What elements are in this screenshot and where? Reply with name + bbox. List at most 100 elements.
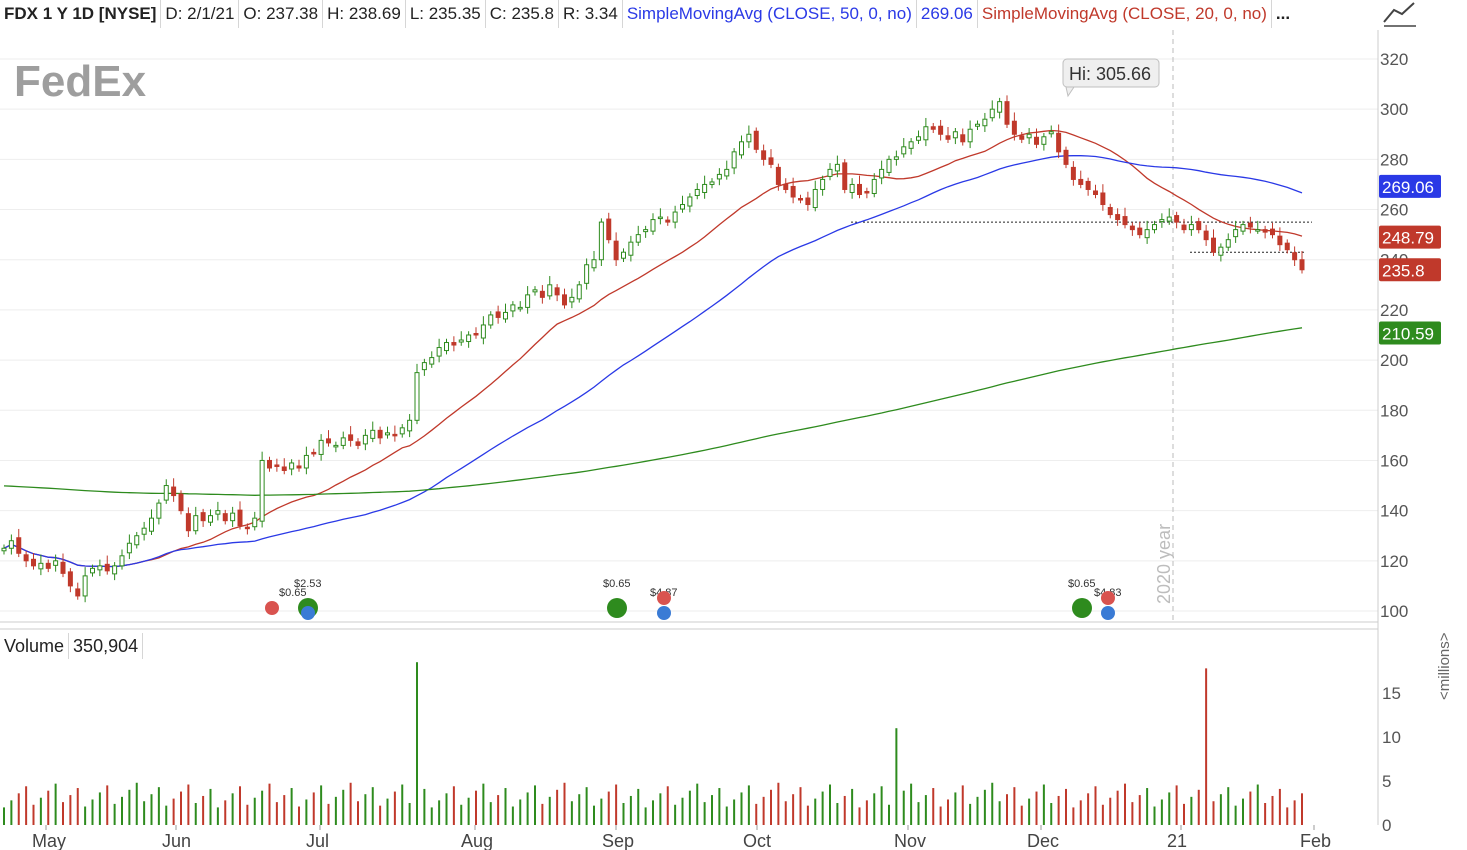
volume-bar xyxy=(1116,790,1119,825)
sma50-label[interactable]: SimpleMovingAvg (CLOSE, 50, 0, no) xyxy=(623,0,917,28)
volume-bar xyxy=(121,796,123,825)
candle-body xyxy=(650,219,656,232)
candle-body xyxy=(635,234,641,243)
volume-bar xyxy=(858,807,861,825)
candle-body xyxy=(1181,224,1187,231)
volume-bar xyxy=(969,803,972,825)
volume-bar xyxy=(932,788,935,825)
sma50-line xyxy=(3,155,1303,568)
candle-body xyxy=(31,558,36,567)
volume-bar xyxy=(895,728,898,825)
volume-bar xyxy=(239,786,241,825)
candle-body xyxy=(687,196,693,207)
candle-body xyxy=(67,571,73,587)
candle-body xyxy=(156,502,162,519)
volume-bar xyxy=(939,806,942,825)
low-readout: L: 235.35 xyxy=(406,0,486,28)
more-button[interactable]: ... xyxy=(1275,4,1291,23)
volume-tick: 15 xyxy=(1382,684,1401,703)
candle-body xyxy=(768,157,774,165)
volume-bar xyxy=(98,792,101,825)
candle-body xyxy=(1122,216,1128,226)
candle-body xyxy=(886,158,892,173)
volume-bar xyxy=(3,807,5,825)
volume-bar xyxy=(718,788,721,825)
candle-body xyxy=(694,188,700,196)
volume-bar xyxy=(917,802,920,825)
volume-bar xyxy=(740,792,743,825)
volume-bar xyxy=(1249,791,1252,825)
candle-body xyxy=(680,204,685,210)
volume-bar xyxy=(1124,783,1126,825)
candle-body xyxy=(1004,101,1010,125)
volume-bar xyxy=(1256,784,1259,825)
volume-bar xyxy=(843,795,846,825)
candle-body xyxy=(569,296,575,303)
candle-body xyxy=(834,163,840,172)
volume-bar xyxy=(1234,805,1237,825)
volume-bar xyxy=(607,791,610,825)
volume-bar xyxy=(62,802,64,825)
volume-bar xyxy=(489,802,492,825)
volume-bar xyxy=(224,800,227,825)
volume-bar xyxy=(438,800,441,825)
candle-body xyxy=(1056,132,1062,153)
volume-bar xyxy=(1153,806,1156,825)
volume-bar xyxy=(342,789,345,825)
volume-bar xyxy=(674,804,677,825)
volume-bar xyxy=(1293,800,1296,825)
volume-bar xyxy=(113,803,116,825)
year-marker: 2020 year xyxy=(1154,524,1174,604)
volume-bar xyxy=(755,803,758,825)
volume-bar xyxy=(408,803,411,825)
symbol-label[interactable]: FDX 1 Y 1D [NYSE] xyxy=(0,0,162,28)
volume-bar xyxy=(283,795,286,825)
candle-body xyxy=(849,183,855,193)
volume-bar xyxy=(504,788,507,825)
candle-body xyxy=(1174,215,1180,223)
candle-body xyxy=(812,188,818,209)
candle-body xyxy=(798,198,803,201)
price-tick: 100 xyxy=(1380,602,1408,621)
studies-icon[interactable] xyxy=(1380,0,1420,28)
candle-body xyxy=(1262,229,1268,233)
candle-body xyxy=(75,588,81,597)
volume-bar xyxy=(1035,791,1038,825)
volume-bar xyxy=(998,801,1001,825)
volume-bar xyxy=(334,796,337,825)
candle-body xyxy=(1,547,7,552)
price-tick: 260 xyxy=(1380,201,1408,220)
sma20-line xyxy=(3,129,1303,568)
candle-body xyxy=(1019,135,1025,140)
volume-bar xyxy=(880,786,883,825)
candle-body xyxy=(1270,228,1275,236)
high-callout: Hi: 305.66 xyxy=(1062,58,1160,98)
candle-body xyxy=(790,185,796,198)
volume-bar xyxy=(1175,785,1178,825)
candle-body xyxy=(1299,259,1305,271)
volume-bar xyxy=(47,790,50,825)
volume-bar xyxy=(327,803,330,825)
candle-body xyxy=(362,434,368,445)
candle-body xyxy=(222,513,228,522)
volume-bar xyxy=(202,795,205,825)
volume-bar xyxy=(1205,668,1208,825)
candle-body xyxy=(289,462,295,470)
volume-bar xyxy=(806,805,809,825)
candle-body xyxy=(783,183,789,190)
candle-body xyxy=(879,168,885,179)
volume-bar xyxy=(1013,787,1016,825)
volume-bar xyxy=(526,792,529,825)
price-tick: 120 xyxy=(1380,552,1408,571)
candle-body xyxy=(281,466,287,471)
volume-bar xyxy=(1094,786,1097,825)
sma20-label[interactable]: SimpleMovingAvg (CLOSE, 20, 0, no) xyxy=(978,0,1272,28)
volume-bar xyxy=(829,784,831,825)
volume-bar xyxy=(961,785,964,825)
volume-bar xyxy=(711,795,713,825)
date-readout: D: 2/1/21 xyxy=(161,0,240,28)
candle-body xyxy=(562,294,567,306)
candle-body xyxy=(539,290,545,298)
volume-bar xyxy=(792,794,795,825)
